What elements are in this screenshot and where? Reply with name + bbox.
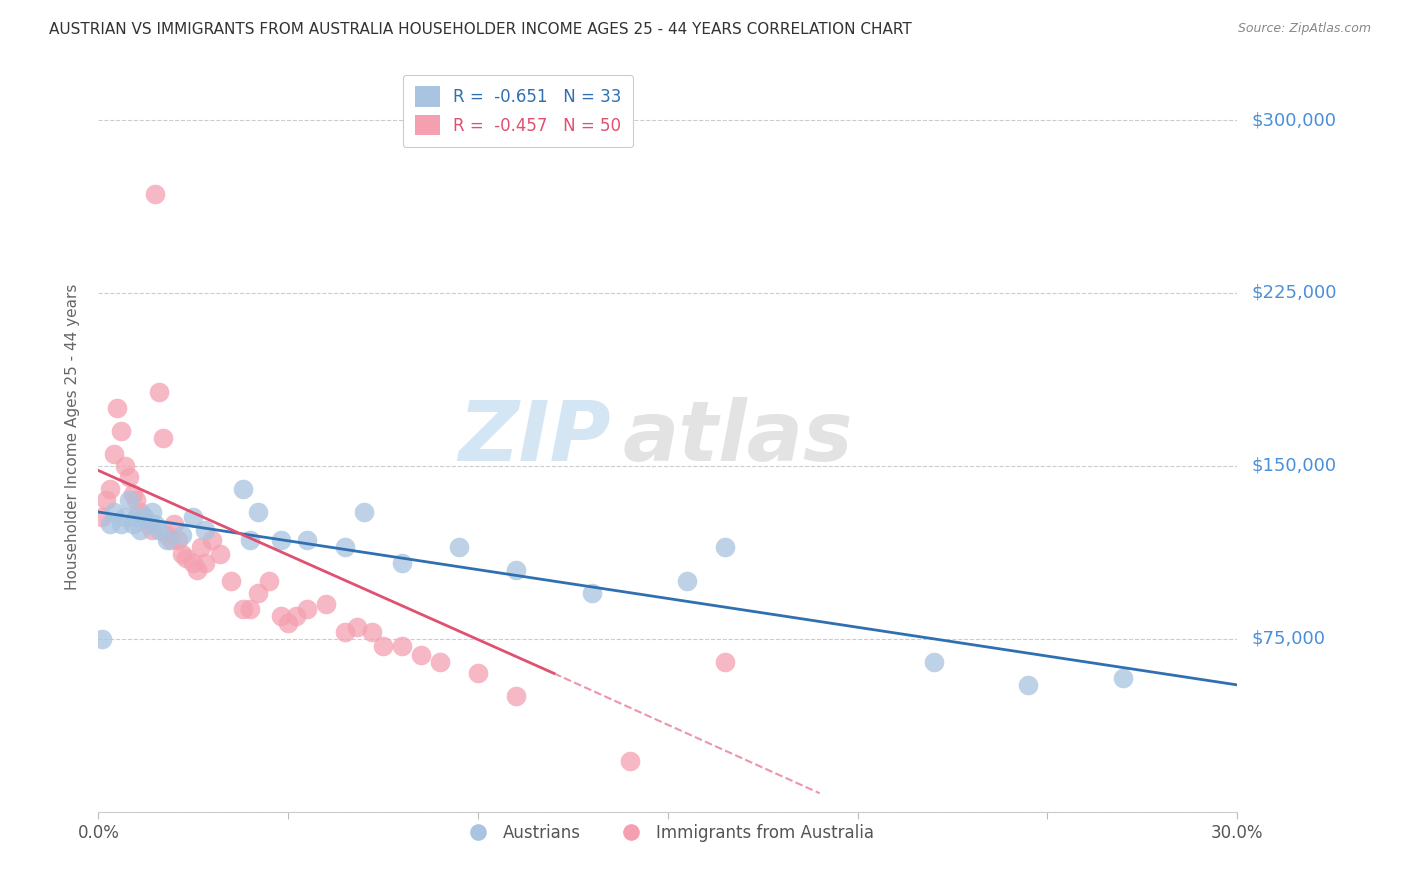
Text: atlas: atlas <box>623 397 853 477</box>
Point <box>183 509 205 524</box>
Point <box>186 563 208 577</box>
Point <box>159 533 181 547</box>
Point <box>114 509 136 524</box>
Point <box>132 509 155 524</box>
Point <box>505 690 527 704</box>
Point <box>183 556 205 570</box>
Point <box>194 556 217 570</box>
Text: Source: ZipAtlas.com: Source: ZipAtlas.com <box>1237 22 1371 36</box>
Point <box>676 574 699 589</box>
Point <box>114 458 136 473</box>
Point <box>118 470 141 484</box>
Point <box>91 632 114 646</box>
Text: $75,000: $75,000 <box>1251 630 1326 648</box>
Point <box>94 493 117 508</box>
Point <box>714 540 737 554</box>
Point <box>232 602 254 616</box>
Point <box>360 624 382 639</box>
Point <box>246 585 269 599</box>
Point <box>315 597 337 611</box>
Point <box>170 547 193 561</box>
Text: $225,000: $225,000 <box>1251 284 1337 302</box>
Point <box>141 524 163 538</box>
Point <box>505 563 527 577</box>
Point <box>270 608 292 623</box>
Point <box>335 540 357 554</box>
Point <box>1112 671 1135 685</box>
Point <box>156 533 179 547</box>
Point <box>1018 678 1040 692</box>
Point <box>259 574 281 589</box>
Point <box>121 486 143 500</box>
Point <box>110 425 132 439</box>
Point <box>581 585 603 599</box>
Point <box>125 509 148 524</box>
Point <box>467 666 489 681</box>
Point <box>270 533 292 547</box>
Point <box>194 524 217 538</box>
Point <box>174 551 197 566</box>
Point <box>449 540 471 554</box>
Point <box>129 524 152 538</box>
Point <box>297 602 319 616</box>
Point <box>190 540 212 554</box>
Point <box>136 516 159 531</box>
Point <box>163 516 186 531</box>
Point <box>714 655 737 669</box>
Point <box>619 754 641 768</box>
Point <box>284 608 307 623</box>
Point <box>353 505 375 519</box>
Point <box>156 528 179 542</box>
Point <box>148 385 170 400</box>
Point <box>411 648 433 662</box>
Point <box>239 602 262 616</box>
Point <box>170 528 193 542</box>
Point <box>107 401 129 416</box>
Point <box>429 655 451 669</box>
Point <box>148 524 170 538</box>
Text: $150,000: $150,000 <box>1251 457 1336 475</box>
Point <box>121 516 143 531</box>
Point <box>201 533 224 547</box>
Point <box>125 493 148 508</box>
Point <box>246 505 269 519</box>
Point <box>346 620 368 634</box>
Point <box>232 482 254 496</box>
Point <box>208 547 231 561</box>
Text: AUSTRIAN VS IMMIGRANTS FROM AUSTRALIA HOUSEHOLDER INCOME AGES 25 - 44 YEARS CORR: AUSTRIAN VS IMMIGRANTS FROM AUSTRALIA HO… <box>49 22 912 37</box>
Y-axis label: Householder Income Ages 25 - 44 years: Householder Income Ages 25 - 44 years <box>65 284 80 591</box>
Text: ZIP: ZIP <box>458 397 612 477</box>
Point <box>110 516 132 531</box>
Point <box>91 509 114 524</box>
Text: $300,000: $300,000 <box>1251 112 1336 129</box>
Legend: Austrians, Immigrants from Australia: Austrians, Immigrants from Australia <box>456 817 880 848</box>
Point <box>98 516 121 531</box>
Point <box>145 516 167 531</box>
Point <box>277 615 299 630</box>
Point <box>129 505 152 519</box>
Point <box>132 509 155 524</box>
Point <box>239 533 262 547</box>
Point <box>167 533 190 547</box>
Point <box>335 624 357 639</box>
Point <box>297 533 319 547</box>
Point <box>141 505 163 519</box>
Point <box>221 574 243 589</box>
Point <box>922 655 945 669</box>
Point <box>371 639 394 653</box>
Point <box>98 482 121 496</box>
Point <box>391 556 413 570</box>
Point <box>152 431 174 445</box>
Point <box>391 639 413 653</box>
Point <box>103 505 125 519</box>
Point <box>145 186 167 201</box>
Point <box>118 493 141 508</box>
Point <box>103 447 125 461</box>
